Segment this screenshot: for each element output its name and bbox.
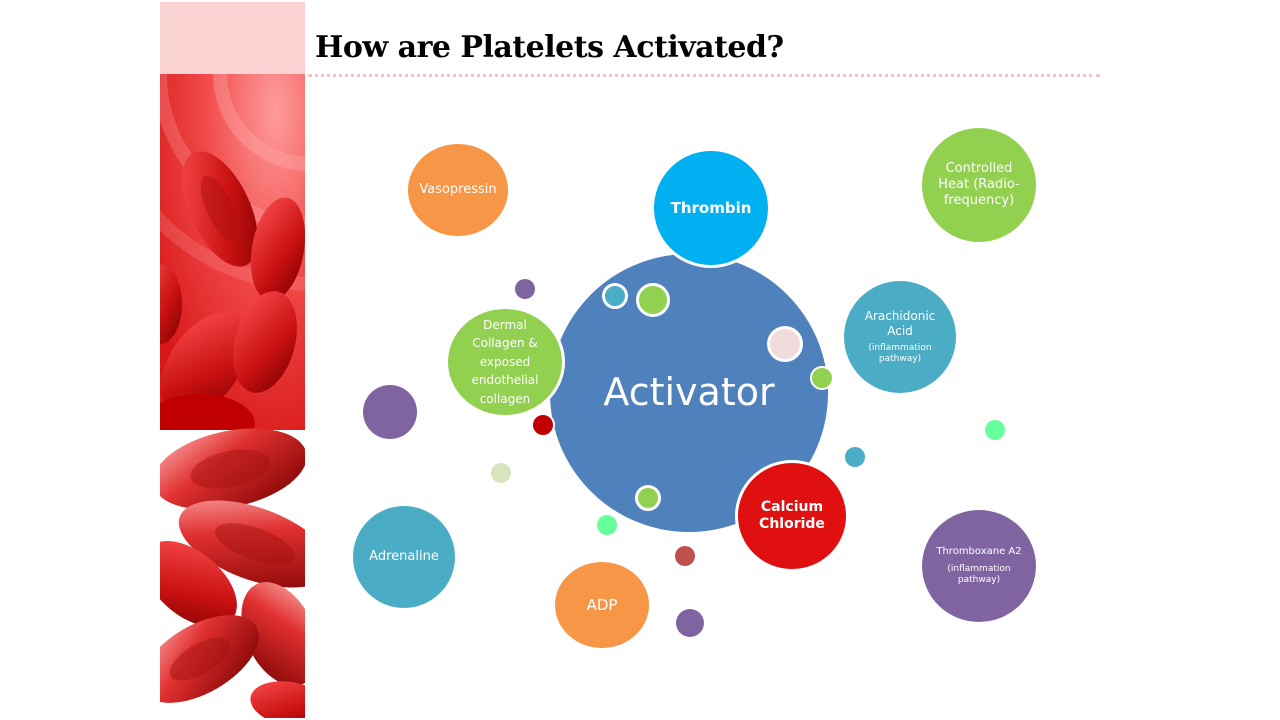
adrenaline-label: Adrenaline bbox=[369, 548, 439, 564]
controlled-heat-label: Controlled Heat (Radio-frequency) bbox=[938, 160, 1020, 209]
vasopressin-label: Vasopressin bbox=[419, 181, 497, 197]
node-vasopressin: Vasopressin bbox=[408, 144, 508, 236]
node-dermal-collagen: Dermal Collagen & exposed endothelial co… bbox=[445, 306, 565, 418]
slide: How are Platelets Activated? Activator V… bbox=[160, 2, 1110, 718]
thromboxane-a2-label: Thromboxane A2 bbox=[936, 545, 1022, 557]
decor-dot bbox=[602, 283, 628, 309]
decor-dot bbox=[363, 385, 417, 439]
decor-dot bbox=[531, 413, 555, 437]
node-controlled-heat: Controlled Heat (Radio-frequency) bbox=[922, 128, 1036, 242]
node-adp: ADP bbox=[555, 562, 649, 648]
dermal-collagen-label: Dermal Collagen & exposed endothelial co… bbox=[471, 317, 539, 406]
slide-title: How are Platelets Activated? bbox=[315, 30, 784, 65]
node-calcium-chloride: Calcium Chloride bbox=[735, 460, 849, 572]
decor-dot bbox=[491, 463, 511, 483]
node-arachidonic-acid: Arachidonic Acid (inflammation pathway) bbox=[844, 281, 956, 393]
red-blood-cells-image bbox=[160, 74, 305, 718]
title-divider bbox=[308, 74, 1100, 77]
decor-dot bbox=[985, 420, 1005, 440]
decor-dot bbox=[635, 485, 661, 511]
arachidonic-acid-sublabel: (inflammation pathway) bbox=[868, 342, 932, 364]
decor-dot bbox=[676, 609, 704, 637]
decor-dot bbox=[675, 546, 695, 566]
activator-diagram: Activator Vasopressin Thrombin Controlle… bbox=[305, 82, 1110, 718]
decor-dot bbox=[845, 447, 865, 467]
decor-dot bbox=[810, 366, 834, 390]
activator-label: Activator bbox=[603, 370, 775, 415]
node-thrombin: Thrombin bbox=[651, 148, 771, 268]
node-adrenaline: Adrenaline bbox=[353, 506, 455, 608]
decor-dot bbox=[515, 279, 535, 299]
left-top-pink-panel bbox=[160, 2, 305, 74]
decor-dot bbox=[597, 515, 617, 535]
adp-label: ADP bbox=[586, 595, 618, 614]
thrombin-label: Thrombin bbox=[670, 198, 752, 217]
decor-dot bbox=[636, 283, 670, 317]
arachidonic-acid-label: Arachidonic Acid bbox=[864, 308, 936, 338]
node-thromboxane-a2: Thromboxane A2 (inflammation pathway) bbox=[922, 510, 1036, 622]
calcium-chloride-label: Calcium Chloride bbox=[759, 498, 825, 533]
thromboxane-a2-sublabel: (inflammation pathway) bbox=[947, 564, 1011, 586]
decor-dot bbox=[767, 326, 803, 362]
